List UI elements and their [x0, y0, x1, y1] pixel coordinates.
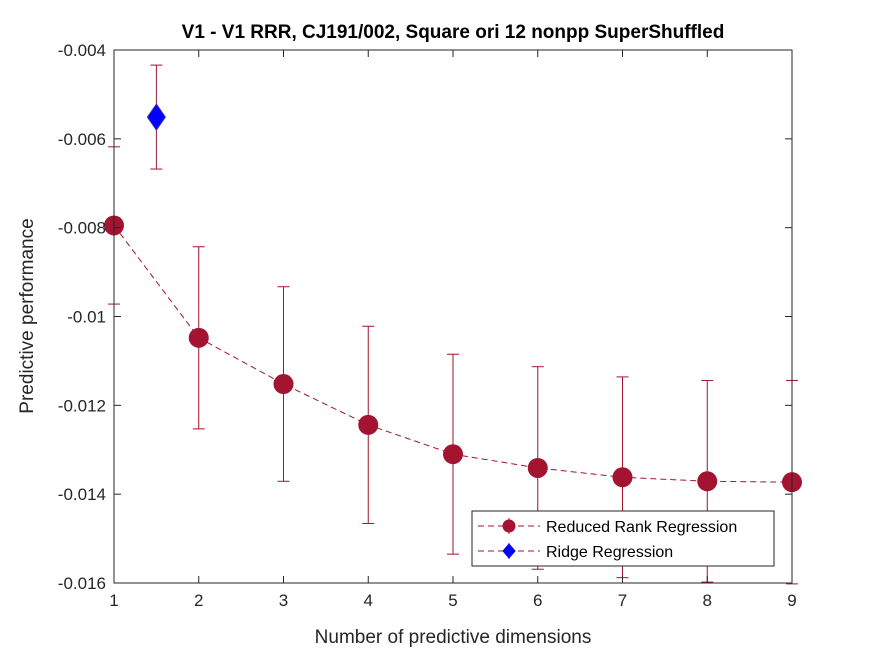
x-tick-label-4: 5 [448, 591, 457, 610]
x-axis-ticks: 1 2 3 4 5 6 7 8 9 [109, 50, 797, 610]
point-s0-p4 [443, 444, 463, 465]
point-s0-p2 [273, 374, 294, 395]
y-axis-ticks: -0.016 -0.014 -0.012 -0.01 -0.008 -0.006 -0.00… [58, 41, 792, 593]
x-tick-label-2: 3 [279, 591, 288, 610]
x-tick-label-0: 1 [109, 591, 118, 610]
chart-title: V1 - V1 RRR, CJ191/002, Square ori 12 no… [182, 22, 725, 43]
x-tick-label-3: 4 [364, 591, 373, 610]
point-s1-p0 [146, 103, 166, 131]
point-s0-p5 [527, 457, 548, 478]
y-tick-label-6: -0.004 [58, 41, 106, 60]
point-s0-p6 [612, 467, 633, 488]
legend-box [471, 510, 775, 567]
legend-rrr-label: Reduced Rank Regression [546, 519, 737, 536]
x-axis-label: Number of predictive dimensions [315, 627, 592, 648]
y-tick-label-4: -0.008 [58, 219, 106, 238]
x-tick-label-7: 8 [703, 591, 712, 610]
x-tick-label-6: 7 [618, 591, 627, 610]
point-s0-p1 [188, 327, 209, 348]
y-tick-label-5: -0.006 [58, 130, 106, 149]
y-tick-label-2: -0.012 [58, 396, 106, 415]
data-markers [104, 103, 802, 493]
point-s0-p3 [358, 414, 379, 435]
legend-ridge-label: Ridge Regression [546, 544, 673, 561]
legend-rrr-marker [502, 519, 516, 533]
legend-entry-ridge: Ridge Regression [478, 543, 673, 561]
legend-ridge-marker [502, 543, 516, 559]
legend-entry-rrr: Reduced Rank Regression [478, 518, 737, 536]
y-tick-label-3: -0.01 [67, 308, 106, 327]
y-axis-label: Predictive performance [17, 218, 38, 413]
y-tick-label-1: -0.014 [58, 485, 106, 504]
legend: Reduced Rank Regression Ridge Regression [471, 510, 775, 567]
y-tick-label-0: -0.016 [58, 574, 106, 593]
x-tick-label-8: 9 [787, 591, 796, 610]
x-tick-label-5: 6 [533, 591, 542, 610]
point-s0-p7 [697, 471, 718, 492]
x-tick-label-1: 2 [194, 591, 203, 610]
